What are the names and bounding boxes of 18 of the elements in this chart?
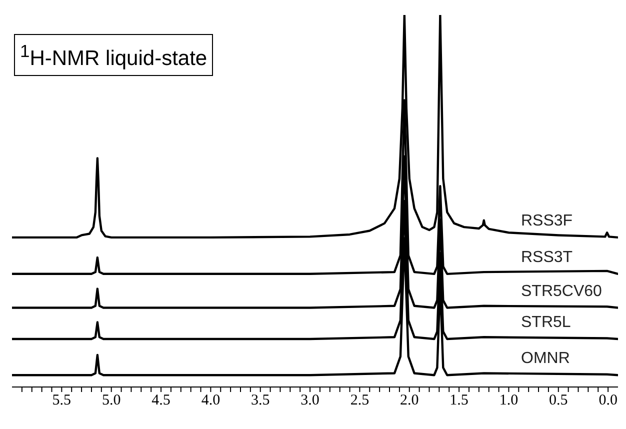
series-label: STR5CV60 (521, 282, 602, 300)
series-label: STR5L (521, 314, 571, 332)
x-tick-label: 5.0 (102, 392, 121, 409)
text-frame: $^{1}$H-NMR liquid-state (14, 34, 214, 76)
x-tick-label: 3.5 (250, 392, 270, 409)
series-label: RSS3T (521, 248, 573, 266)
x-tick-label: 4.5 (152, 392, 170, 409)
series-label: RSS3F (521, 212, 573, 230)
x-tick-label: 3.0 (300, 392, 320, 409)
x-tick-label: 0.0 (598, 392, 618, 409)
x-tick-label: 1.0 (499, 392, 518, 409)
x-tick-label: 4.0 (201, 392, 220, 409)
x-tick-label: 2.0 (400, 392, 419, 409)
x-tick-label: 1.5 (450, 392, 468, 409)
series-label: OMNR (521, 350, 570, 368)
x-tick-label: 5.5 (52, 392, 72, 409)
x-tick-label: 0.5 (549, 392, 568, 409)
x-tick-label: 2.5 (350, 392, 370, 409)
